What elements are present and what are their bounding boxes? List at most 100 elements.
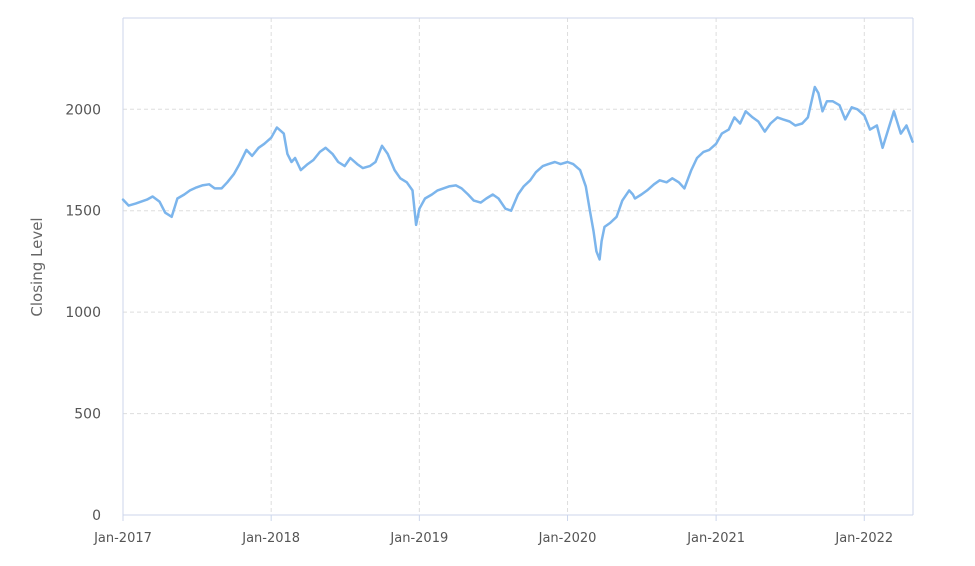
data-point (529, 179, 531, 182)
data-point (122, 198, 124, 201)
data-point (504, 207, 507, 210)
data-point (290, 161, 293, 163)
data-point (715, 143, 717, 145)
data-point (251, 155, 253, 157)
x-tick-label: Jan-2019 (389, 531, 448, 546)
data-point (869, 128, 871, 131)
data-point (807, 116, 809, 119)
data-point (399, 177, 402, 180)
data-point (337, 161, 340, 163)
x-tick-label: Jan-2020 (538, 531, 597, 546)
data-point (510, 209, 512, 212)
data-point (893, 110, 895, 113)
data-point (547, 163, 550, 165)
data-point (170, 216, 173, 218)
data-point (881, 147, 884, 149)
data-point (418, 207, 421, 210)
data-point (306, 163, 309, 165)
data-point (220, 187, 223, 190)
data-point (788, 120, 791, 123)
data-point (460, 187, 463, 190)
data-point (653, 183, 655, 186)
data-point (640, 193, 643, 196)
y-tick-label: 0 (92, 508, 101, 524)
data-point (324, 147, 327, 149)
data-point (455, 184, 457, 187)
y-tick-label: 2000 (65, 102, 101, 118)
data-point (634, 197, 636, 200)
data-point (733, 116, 736, 119)
data-point (189, 189, 191, 192)
data-point (609, 222, 611, 224)
data-point (696, 157, 698, 159)
data-point (863, 114, 866, 117)
data-point (406, 181, 408, 184)
data-point (431, 193, 433, 196)
data-point (887, 128, 889, 131)
data-point (900, 132, 902, 135)
data-point (683, 187, 686, 190)
data-point (585, 185, 587, 188)
data-point (764, 130, 766, 133)
data-point (708, 149, 710, 151)
data-point (615, 216, 618, 218)
data-point (727, 128, 730, 131)
data-point (702, 151, 705, 153)
data-point (566, 161, 569, 163)
data-point (164, 211, 166, 214)
data-point (776, 116, 779, 119)
data-point (817, 92, 820, 94)
data-point (183, 193, 186, 196)
data-point (595, 250, 598, 253)
data-point (448, 185, 450, 188)
data-point (665, 181, 668, 184)
data-point (140, 200, 143, 203)
x-tick-label: Jan-2017 (93, 531, 152, 546)
data-point (876, 124, 878, 127)
data-point (794, 124, 797, 127)
data-point (411, 189, 414, 192)
data-point (621, 199, 624, 202)
data-point (517, 193, 519, 196)
data-point (600, 240, 603, 242)
tick-labels: 0 500 1000 1500 2000 Jan-2017 Jan-2018 Jan-2019… (65, 102, 893, 546)
data-point (535, 171, 537, 173)
data-point (751, 116, 754, 119)
data-point (263, 143, 266, 145)
data-point (393, 169, 396, 171)
data-point (238, 163, 241, 165)
data-point (769, 122, 772, 125)
data-point (362, 167, 364, 169)
data-point (245, 149, 248, 151)
data-point (134, 202, 137, 205)
data-point (757, 120, 760, 123)
data-point (592, 230, 595, 232)
axes (122, 17, 914, 521)
data-point (831, 100, 834, 102)
data-point (671, 177, 674, 180)
data-point (176, 197, 179, 200)
data-point (589, 209, 591, 212)
data-point (905, 124, 908, 127)
data-point (195, 186, 198, 189)
data-point (319, 151, 321, 153)
data-point (286, 153, 289, 155)
data-point (213, 187, 216, 190)
data-point (257, 147, 260, 149)
data-point (850, 106, 853, 109)
data-point (467, 193, 469, 196)
y-tick-label: 500 (74, 407, 101, 423)
data-point (646, 189, 648, 192)
data-point (801, 122, 803, 125)
data-point (356, 163, 359, 165)
data-point (559, 163, 562, 165)
y-axis-title: Closing Level (28, 217, 46, 316)
data-point (856, 108, 859, 111)
data-point (151, 195, 154, 198)
data-point (744, 110, 747, 113)
y-tick-label: 1000 (65, 305, 101, 321)
data-point (814, 86, 816, 88)
x-tick-label: Jan-2018 (241, 531, 300, 546)
